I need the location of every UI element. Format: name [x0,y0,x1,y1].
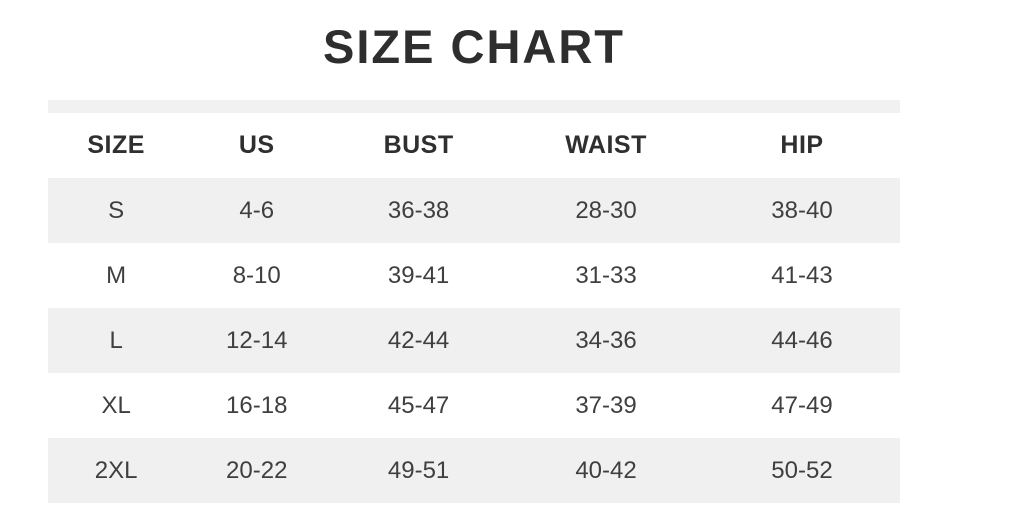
header-cell-waist: WAIST [508,113,704,178]
table-cell: L [48,308,185,373]
table-top-bar [48,100,900,113]
table-cell: 12-14 [184,308,330,373]
table-cell: 49-51 [329,438,509,503]
size-chart-table: SIZE US BUST WAIST HIP S 4-6 36-38 28-30 38-40 M 8… [48,113,900,503]
table-cell: 28-30 [508,178,704,243]
table-cell: 2XL [48,438,185,503]
page-title: SIZE CHART [323,20,625,73]
table-cell: S [48,178,185,243]
table-cell: 4-6 [184,178,330,243]
header-cell-us: US [184,113,330,178]
table-cell: 42-44 [329,308,509,373]
table-cell: XL [48,373,185,438]
table-cell: 45-47 [329,373,509,438]
header-cell-bust: BUST [329,113,509,178]
header-cell-size: SIZE [48,113,185,178]
table-row-l: L 12-14 42-44 34-36 44-46 [48,308,900,373]
table-cell: 50-52 [704,438,900,503]
table-row-m: M 8-10 39-41 31-33 41-43 [48,243,900,308]
header-cell-hip: HIP [704,113,900,178]
table-cell: 40-42 [508,438,704,503]
table-cell: 41-43 [704,243,900,308]
table-cell: M [48,243,185,308]
size-chart-content: SIZE CHART SIZE US BUST WAIST HIP S 4-6 36-38 2… [48,0,900,503]
table-body: S 4-6 36-38 28-30 38-40 M 8-10 39-41 31-33 41-43 L… [48,178,900,503]
table-cell: 20-22 [184,438,330,503]
table-row-s: S 4-6 36-38 28-30 38-40 [48,178,900,243]
table-row-2xl: 2XL 20-22 49-51 40-42 50-52 [48,438,900,503]
table-cell: 44-46 [704,308,900,373]
table-cell: 31-33 [508,243,704,308]
table-cell: 36-38 [329,178,509,243]
table-cell: 37-39 [508,373,704,438]
header-row: SIZE US BUST WAIST HIP [48,113,900,178]
table-cell: 34-36 [508,308,704,373]
table-row-xl: XL 16-18 45-47 37-39 47-49 [48,373,900,438]
table-cell: 47-49 [704,373,900,438]
table-cell: 39-41 [329,243,509,308]
table-cell: 8-10 [184,243,330,308]
table-cell: 38-40 [704,178,900,243]
table-cell: 16-18 [184,373,330,438]
table-header: SIZE US BUST WAIST HIP [48,113,900,178]
